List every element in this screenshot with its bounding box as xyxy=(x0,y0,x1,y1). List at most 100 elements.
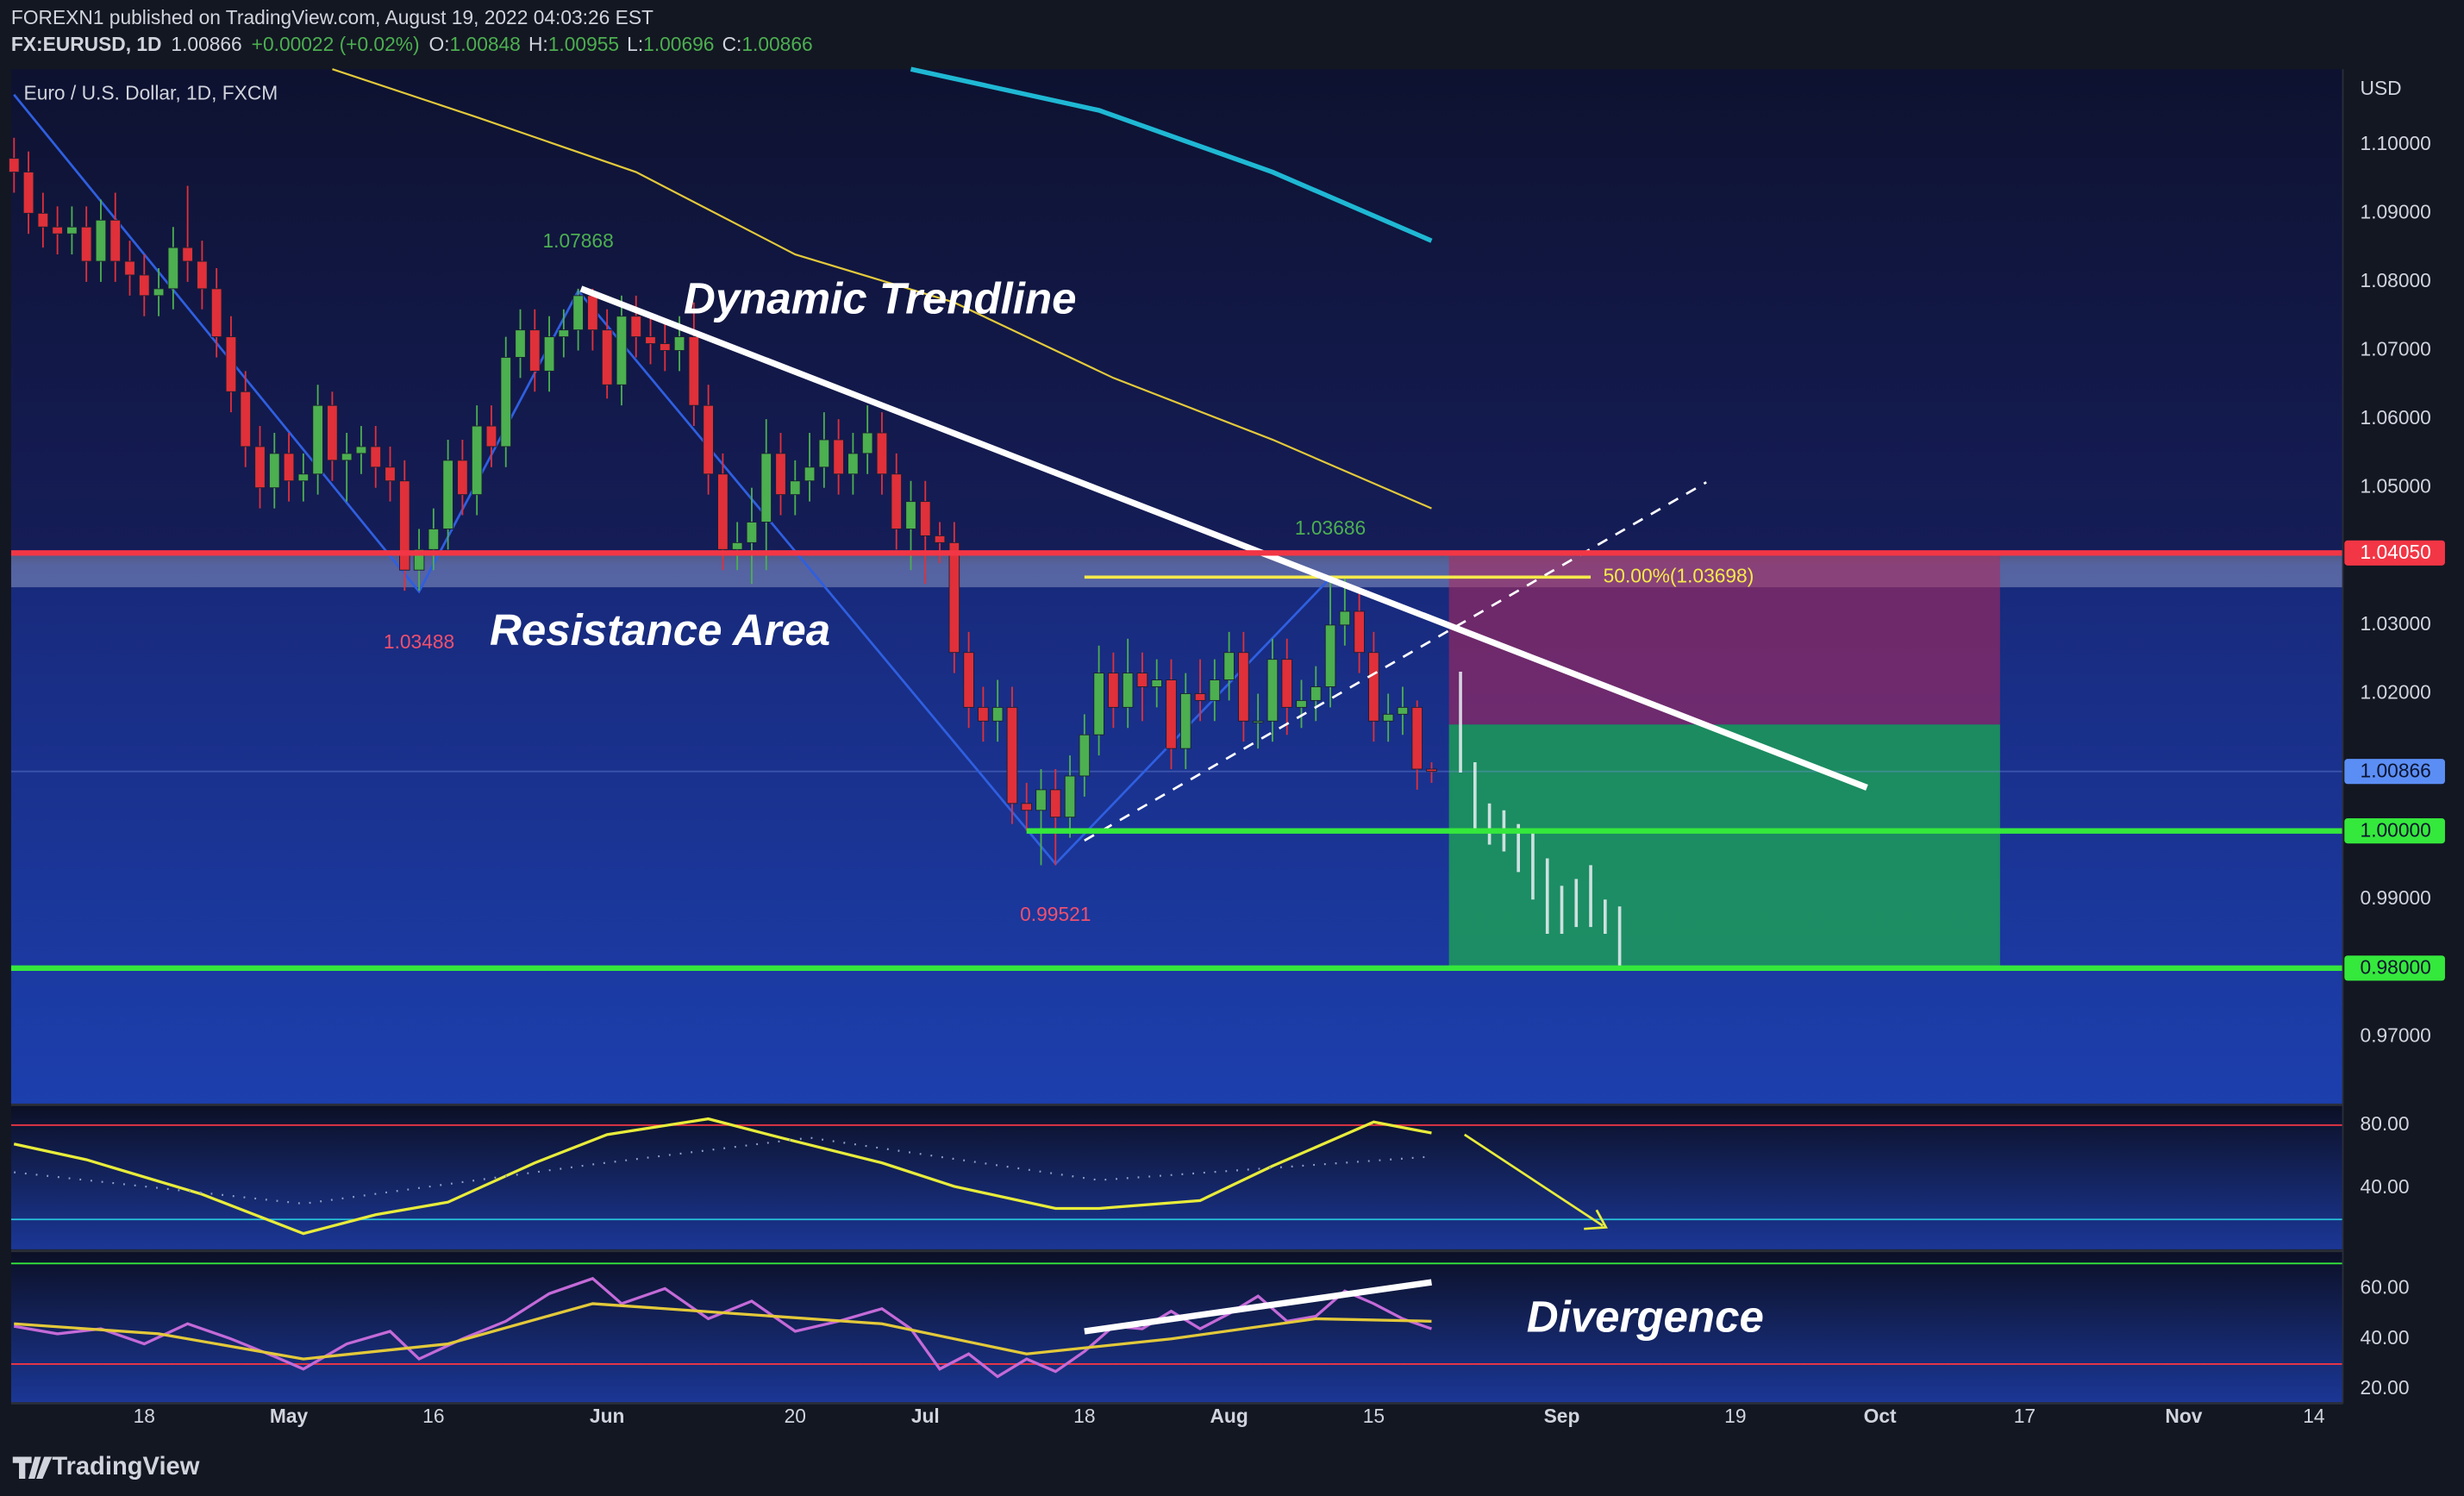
candle-body xyxy=(80,226,92,262)
candle-body xyxy=(485,425,497,448)
candle-body xyxy=(1281,659,1293,708)
candle-body xyxy=(37,212,49,228)
fib-label: 50.00%(1.03698) xyxy=(1604,564,1754,586)
candle-body xyxy=(919,501,931,536)
candle-body xyxy=(659,343,671,351)
publisher: FOREXN1 published on TradingView.com, Au… xyxy=(11,6,654,28)
x-tick-label: Jun xyxy=(590,1405,624,1427)
candle-body xyxy=(182,247,193,262)
x-tick-label: Nov xyxy=(2165,1405,2202,1427)
candle-body xyxy=(1382,713,1394,722)
candle-body xyxy=(254,446,266,489)
candle-body xyxy=(1035,789,1047,811)
candle-body xyxy=(616,316,628,385)
candle-body xyxy=(934,535,946,543)
candle-body xyxy=(1354,610,1365,654)
candle-body xyxy=(1223,652,1235,680)
candle-body xyxy=(804,466,816,482)
candle-body xyxy=(297,473,310,482)
candle-body xyxy=(139,274,150,297)
candle-body xyxy=(861,432,873,454)
candle-body xyxy=(558,329,570,338)
candle-body xyxy=(572,295,584,331)
change: +0.00022 (+0.02%) xyxy=(252,33,420,55)
candle-body xyxy=(1021,803,1033,811)
price-tag xyxy=(2344,540,2445,566)
stop-zone xyxy=(1448,553,2000,725)
stoch-arrow xyxy=(1463,1133,1608,1230)
price-tag xyxy=(2344,818,2445,844)
candle-body xyxy=(1339,610,1351,626)
candle-body xyxy=(312,404,323,475)
price-tag-label: 0.98000 xyxy=(2361,956,2431,979)
indicator-line xyxy=(14,1302,1432,1361)
candle-body xyxy=(1426,768,1437,773)
ohlc-key: C: xyxy=(722,33,742,55)
candle-body xyxy=(1252,720,1264,723)
x-tick-label: 18 xyxy=(134,1405,155,1427)
candle-body xyxy=(818,439,830,468)
candle-body xyxy=(1079,734,1091,777)
candle-body xyxy=(167,247,179,290)
candle-body xyxy=(124,260,135,276)
pivot-label: 1.03488 xyxy=(384,630,454,653)
moving-average xyxy=(332,68,1432,510)
x-tick-label: 18 xyxy=(1073,1405,1095,1427)
y-tick-label: 1.10000 xyxy=(2361,132,2431,154)
ohlc-key: O: xyxy=(429,33,450,55)
y-tick-label: 60.00 xyxy=(2361,1275,2410,1298)
candle-body xyxy=(52,226,63,235)
candle-body xyxy=(471,425,483,496)
candle-body xyxy=(109,219,122,262)
candle-body xyxy=(268,453,280,489)
candle-body xyxy=(645,336,656,345)
logo xyxy=(12,1456,53,1479)
candle-body xyxy=(1238,652,1249,722)
candle-body xyxy=(457,460,468,496)
candle-body xyxy=(1310,686,1322,701)
x-tick-label: 16 xyxy=(422,1405,444,1427)
candle-body xyxy=(22,172,34,214)
price-tag-label: 1.00866 xyxy=(2361,760,2431,782)
candle-body xyxy=(775,453,786,496)
y-tick-label: 1.02000 xyxy=(2361,680,2431,703)
moving-average xyxy=(910,66,1433,243)
candle-body xyxy=(1411,706,1423,770)
ohlc-value: 1.00955 xyxy=(548,33,619,55)
indicator-line xyxy=(13,1117,1432,1236)
candle-body xyxy=(1266,659,1279,722)
chart-title: Euro / U.S. Dollar, 1D, FXCM xyxy=(24,81,278,103)
candle-body xyxy=(1194,693,1206,701)
candle-body xyxy=(385,466,396,482)
y-tick-label: 40.00 xyxy=(2361,1175,2410,1198)
candle-body xyxy=(1122,673,1134,708)
symbol: FX:EURUSD, 1D xyxy=(11,33,162,55)
x-tick-label: Aug xyxy=(1210,1405,1248,1427)
candle-body xyxy=(703,404,714,475)
candle-body xyxy=(1397,706,1409,715)
candle-body xyxy=(355,446,367,454)
price-tag xyxy=(2344,759,2445,785)
candle-body xyxy=(905,501,916,529)
candle-body xyxy=(500,357,512,448)
candle-body xyxy=(1151,679,1163,687)
x-tick-label: Sep xyxy=(1544,1405,1580,1427)
candle-body xyxy=(991,706,1004,722)
candle-body xyxy=(1093,673,1104,735)
candle-body xyxy=(717,473,729,550)
candle-body xyxy=(1179,693,1191,749)
candle-body xyxy=(1064,775,1076,818)
candle-body xyxy=(528,329,541,372)
indicator-line xyxy=(14,1136,1432,1205)
candle-body xyxy=(210,288,222,338)
candle-body xyxy=(847,453,859,475)
candle-body xyxy=(370,446,382,468)
candle-body xyxy=(413,548,425,571)
footer-brand: TradingView xyxy=(52,1453,199,1480)
candle-body xyxy=(978,706,989,722)
candle-body xyxy=(891,473,903,529)
candle-body xyxy=(587,295,598,331)
ohlc-key: L: xyxy=(627,33,643,55)
y-tick-label: 1.09000 xyxy=(2361,200,2431,222)
candle-body xyxy=(428,528,440,550)
